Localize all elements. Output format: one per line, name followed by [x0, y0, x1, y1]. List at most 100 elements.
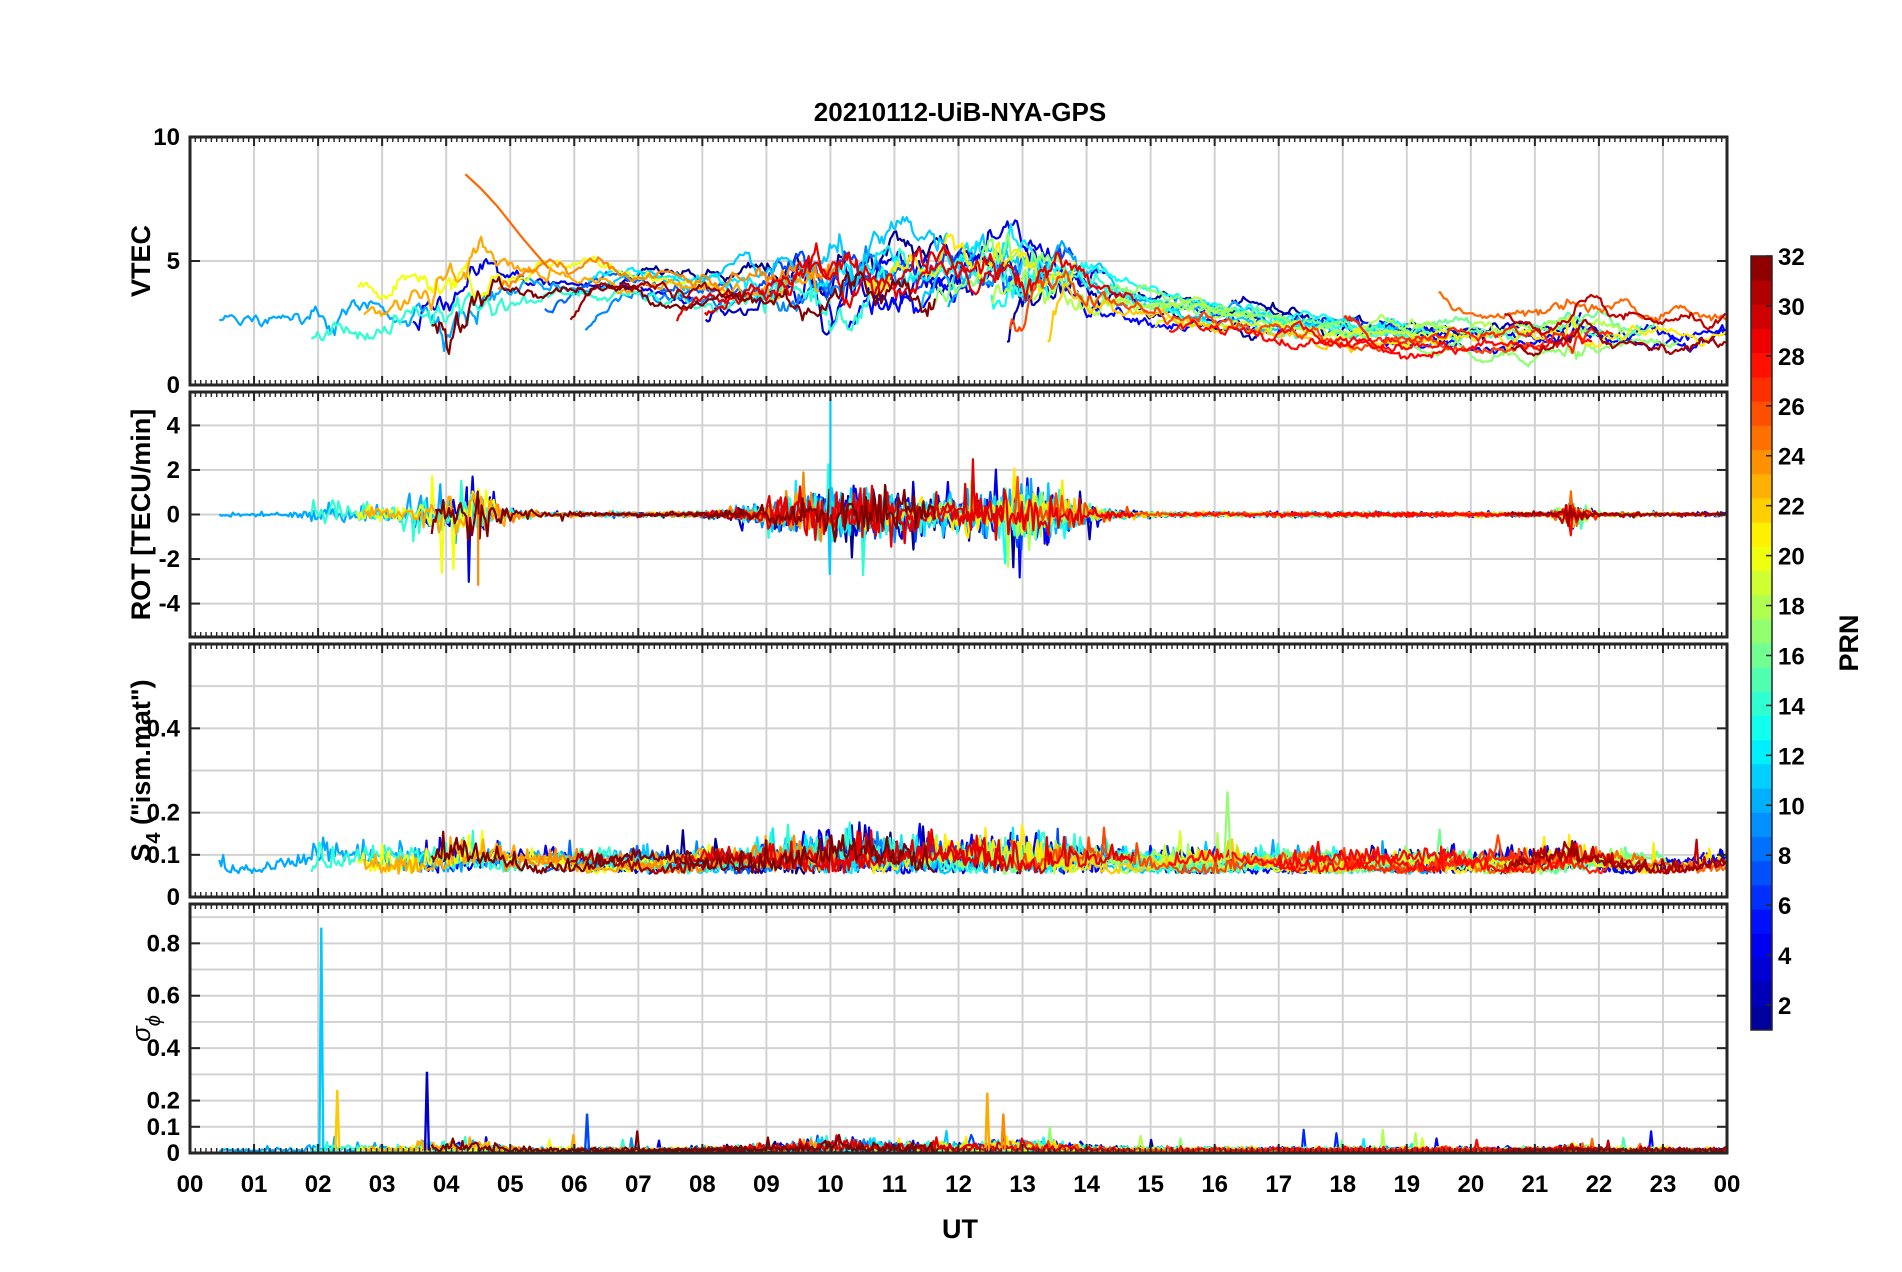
colorbar-tick-label: 10	[1778, 793, 1805, 820]
colorbar-segment	[1751, 497, 1772, 523]
sigma-phi-spike-4	[583, 1113, 591, 1151]
colorbar-segment	[1751, 763, 1772, 789]
colorbar-segment	[1751, 933, 1772, 958]
series-line-prn-28	[1273, 1145, 1446, 1153]
series-line-prn-28	[1273, 510, 1446, 519]
x-tick-label: 10	[817, 1171, 844, 1198]
x-tick-label: 12	[945, 1171, 972, 1198]
series-line-prn-22	[1047, 282, 1359, 354]
series-line-prn-24	[497, 256, 839, 292]
x-tick-labels: 00 01 02 03 04 05 06 07 08 09 10 11 12 13 14 15 16 17 18 19…	[177, 1171, 1741, 1198]
y-axis-label: ROT [TECU/min]	[126, 409, 156, 620]
colorbar-segment	[1751, 425, 1772, 450]
panel-3: 0 0.1 0.2 0.4S4 ("ism.mat")	[126, 642, 1729, 911]
colorbar-segment	[1751, 522, 1772, 547]
sigma-phi-spike-2	[334, 1090, 341, 1151]
series-line-prn-16	[1187, 299, 1666, 339]
x-tick-label: 14	[1073, 1171, 1100, 1198]
x-tick-label: 06	[561, 1171, 588, 1198]
colorbar-tick-label: 22	[1778, 494, 1805, 521]
x-tick-label: 08	[689, 1171, 716, 1198]
x-tick-label: 07	[625, 1171, 652, 1198]
x-tick-label: 13	[1009, 1171, 1036, 1198]
colorbar-segment	[1751, 981, 1772, 1007]
x-tick-label: 11	[882, 1171, 907, 1198]
colorbar-segment	[1751, 352, 1772, 378]
series-line-prn-32	[431, 271, 937, 355]
x-tick-label: 15	[1137, 1171, 1164, 1198]
colorbar-tick-label: 8	[1778, 843, 1791, 870]
colorbar-tick-label: 26	[1778, 394, 1805, 421]
colorbar-segment	[1751, 788, 1772, 813]
y-tick-label: 0.2	[147, 800, 180, 827]
x-tick-label: 20	[1457, 1171, 1484, 1198]
colorbar-tick-label: 30	[1778, 294, 1805, 321]
colorbar-segment	[1751, 884, 1772, 910]
x-axis-label: UT	[942, 1214, 978, 1244]
colorbar-segment	[1751, 715, 1772, 741]
panel-1: 0 5 10 VTEC	[126, 124, 1729, 399]
x-tick-label: 05	[497, 1171, 524, 1198]
series-group	[219, 173, 1727, 368]
series-line-prn-31	[1510, 839, 1727, 875]
series-line-prn-31	[569, 281, 747, 321]
colorbar-segment	[1751, 957, 1772, 983]
colorbar-segment	[1751, 667, 1772, 692]
y-tick-label: 0.6	[147, 983, 180, 1010]
colorbar-tick-label: 32	[1778, 244, 1805, 271]
y-tick-label: 2	[167, 457, 180, 484]
panel-2: -4 -2 0 2 4 ROT [TECU/min]	[126, 390, 1729, 639]
y-tick-label: 0	[167, 884, 180, 911]
y-tick-label: 0.1	[147, 1114, 180, 1141]
colorbar-tick-label: 24	[1778, 444, 1805, 471]
chart-title: 20210112-UiB-NYA-GPS	[814, 97, 1106, 127]
colorbar-tick-label: 28	[1778, 344, 1805, 371]
x-tick-label: 17	[1265, 1171, 1292, 1198]
sigma-phi-spike-6	[1000, 1113, 1007, 1151]
panel-4: 00.10.2 0.4 0.6 0.8 σϕ	[126, 902, 1729, 1167]
series-line-prn-32	[430, 830, 936, 875]
x-tick-label: 04	[433, 1171, 460, 1198]
y-tick-label: 0.4	[147, 715, 181, 742]
y-tick-label: 10	[153, 124, 180, 151]
sigma-phi-spike-5	[984, 1092, 991, 1151]
colorbar-label: PRN	[1834, 614, 1864, 671]
x-tick-label: 01	[241, 1171, 268, 1198]
y-tick-label: 0	[167, 502, 180, 529]
series-line-prn-29	[704, 484, 1135, 548]
series-group	[218, 398, 1727, 586]
series-line-prn-21	[863, 233, 1077, 298]
s4-max-spike	[1223, 791, 1232, 864]
series-line-prn-25	[1438, 291, 1727, 323]
y-axis-label: VTEC	[126, 225, 156, 297]
x-tick-label: 00	[1714, 1171, 1741, 1198]
colorbar-segment	[1751, 739, 1772, 765]
colorbar-segment	[1751, 401, 1772, 426]
colorbar-segment	[1751, 304, 1772, 330]
colorbar-segment	[1751, 449, 1772, 475]
series-line-prn-28	[1273, 338, 1446, 360]
series-line-prn-24	[497, 834, 840, 875]
colorbar-tick-label: 16	[1778, 643, 1805, 670]
series-line-prn-27	[1343, 315, 1614, 355]
x-tick-label: 23	[1650, 1171, 1677, 1198]
series-line-prn-18	[991, 268, 1233, 317]
y-tick-label: 0.2	[147, 1088, 180, 1115]
vtec-peak-trace	[464, 173, 550, 270]
colorbar-segment	[1751, 691, 1772, 717]
x-tick-label: 03	[369, 1171, 396, 1198]
x-tick-label: 19	[1393, 1171, 1420, 1198]
x-tick-label: 02	[305, 1171, 332, 1198]
y-tick-label: 0.8	[147, 930, 180, 957]
y-tick-label: 0	[167, 1140, 180, 1167]
series-line-prn-26	[1008, 269, 1545, 355]
colorbar-segment	[1751, 473, 1772, 499]
series-line-prn-30	[1503, 838, 1727, 875]
y-tick-label: 0.1	[147, 842, 180, 869]
series-line-prn-31	[1509, 504, 1727, 528]
colorbar-segment	[1751, 594, 1772, 620]
colorbar-frame	[1750, 255, 1773, 1031]
